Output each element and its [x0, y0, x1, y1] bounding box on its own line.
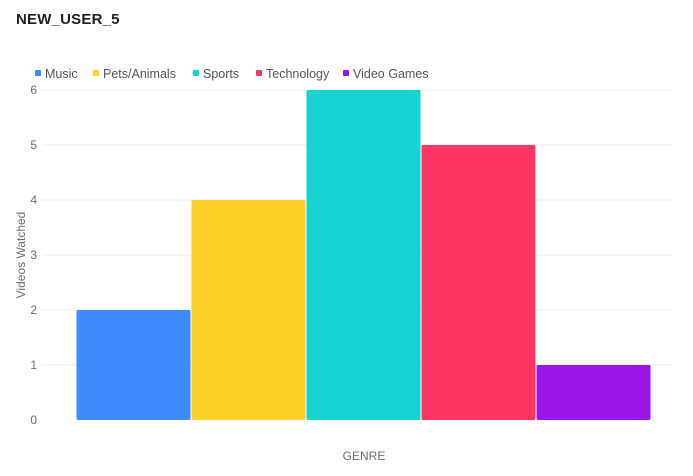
- legend-label: Music: [45, 67, 78, 81]
- y-tick-label: 2: [30, 303, 37, 317]
- chart-title: NEW_USER_5: [16, 11, 120, 28]
- x-axis-label: GENRE: [343, 449, 386, 463]
- y-tick-label: 6: [30, 83, 37, 97]
- legend-item-sports[interactable]: Sports: [193, 67, 239, 81]
- legend-item-technology[interactable]: Technology: [256, 67, 330, 81]
- y-tick-label: 5: [30, 138, 37, 152]
- legend[interactable]: Music Pets/Animals Sports Technology Video G…: [35, 67, 429, 81]
- y-tick-label: 4: [30, 193, 37, 207]
- y-tick-label: 1: [30, 358, 37, 372]
- legend-label: Sports: [203, 67, 239, 81]
- bar-technology[interactable]: [421, 145, 536, 420]
- y-tick-label: 3: [30, 248, 37, 262]
- y-tick-label: 0: [30, 413, 37, 427]
- legend-swatch: [35, 70, 41, 76]
- bar-sports[interactable]: [306, 90, 421, 420]
- y-axis-label: Videos Watched: [14, 212, 28, 299]
- legend-swatch: [343, 70, 349, 76]
- y-axis-ticks: 0 1 2 3 4 5 6: [30, 83, 37, 427]
- bar-pets-animals[interactable]: [191, 200, 306, 420]
- legend-label: Technology: [266, 67, 330, 81]
- legend-item-video-games[interactable]: Video Games: [343, 67, 429, 81]
- bar-video-games[interactable]: [536, 365, 651, 420]
- legend-label: Video Games: [353, 67, 429, 81]
- legend-item-pets-animals[interactable]: Pets/Animals: [93, 67, 176, 81]
- legend-swatch: [93, 70, 99, 76]
- bar-music[interactable]: [76, 310, 191, 420]
- legend-item-music[interactable]: Music: [35, 67, 78, 81]
- legend-label: Pets/Animals: [103, 67, 176, 81]
- bars[interactable]: [76, 90, 651, 420]
- legend-swatch: [256, 70, 262, 76]
- legend-swatch: [193, 70, 199, 76]
